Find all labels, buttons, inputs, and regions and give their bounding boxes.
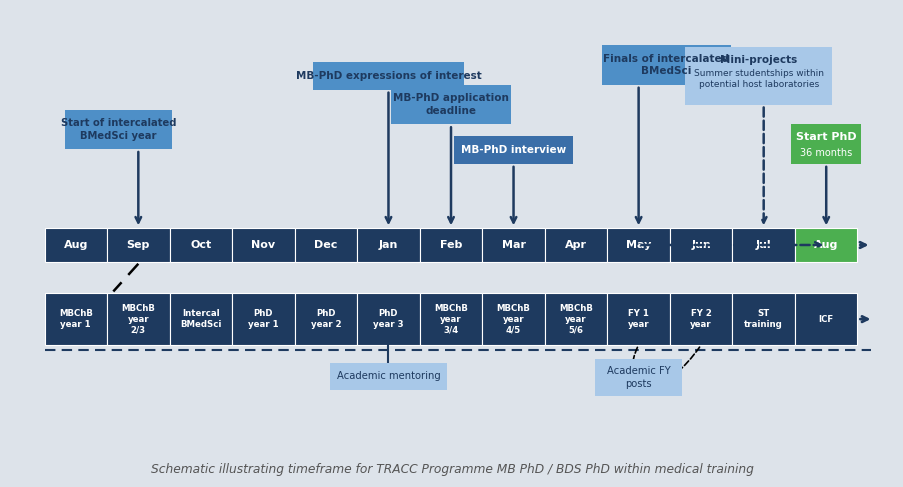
Bar: [594, 358, 682, 396]
Text: PhD
year 1: PhD year 1: [247, 309, 278, 329]
Bar: [545, 294, 607, 345]
Bar: [601, 45, 731, 85]
Text: Oct: Oct: [190, 240, 211, 250]
Text: Academic FY
posts: Academic FY posts: [606, 366, 670, 389]
Bar: [44, 294, 107, 345]
Bar: [330, 363, 447, 390]
Bar: [357, 228, 419, 262]
Text: Academic mentoring: Academic mentoring: [336, 372, 440, 381]
Text: MBChB
year
5/6: MBChB year 5/6: [559, 304, 592, 335]
Bar: [294, 228, 357, 262]
Bar: [294, 294, 357, 345]
Text: Nov: Nov: [251, 240, 275, 250]
Text: Jun: Jun: [691, 240, 711, 250]
Bar: [794, 294, 857, 345]
Bar: [731, 228, 794, 262]
Bar: [65, 110, 172, 149]
Text: Sep: Sep: [126, 240, 150, 250]
Bar: [107, 228, 170, 262]
Bar: [790, 124, 860, 164]
Text: PhD
year 2: PhD year 2: [311, 309, 340, 329]
Text: 36 months: 36 months: [799, 148, 852, 158]
Bar: [419, 294, 481, 345]
Bar: [669, 228, 731, 262]
Text: PhD
year 3: PhD year 3: [373, 309, 404, 329]
Bar: [481, 228, 545, 262]
Text: Dec: Dec: [314, 240, 337, 250]
Text: MBChB
year 1: MBChB year 1: [59, 309, 93, 329]
Text: MB-PhD application
deadline: MB-PhD application deadline: [393, 94, 508, 116]
Text: Summer studentships within
potential host laboratories: Summer studentships within potential hos…: [693, 69, 823, 90]
Bar: [312, 62, 463, 90]
Bar: [391, 85, 510, 124]
Bar: [481, 294, 545, 345]
Text: Mar: Mar: [501, 240, 525, 250]
Text: May: May: [625, 240, 650, 250]
Text: Start PhD: Start PhD: [795, 132, 855, 142]
Bar: [44, 228, 107, 262]
Text: Finals of intercalated
BMedSci: Finals of intercalated BMedSci: [602, 54, 729, 76]
Text: Apr: Apr: [564, 240, 586, 250]
Bar: [170, 294, 232, 345]
Text: Jan: Jan: [378, 240, 397, 250]
Text: Start of intercalated
BMedSci year: Start of intercalated BMedSci year: [61, 118, 176, 141]
Bar: [453, 136, 573, 164]
Bar: [419, 228, 481, 262]
Text: Aug: Aug: [63, 240, 88, 250]
Bar: [545, 228, 607, 262]
Bar: [669, 294, 731, 345]
Text: Intercal
BMedSci: Intercal BMedSci: [180, 309, 221, 329]
Text: Schematic illustrating timeframe for TRACC Programme MB PhD / BDS PhD within med: Schematic illustrating timeframe for TRA…: [151, 463, 752, 476]
Text: Jul: Jul: [755, 240, 770, 250]
Text: Aug: Aug: [813, 240, 837, 250]
Text: MBChB
year
2/3: MBChB year 2/3: [121, 304, 155, 335]
Text: FY 2
year: FY 2 year: [690, 309, 712, 329]
Text: ST
training: ST training: [743, 309, 782, 329]
Bar: [607, 294, 669, 345]
Bar: [357, 294, 419, 345]
Text: Mini-projects: Mini-projects: [720, 55, 796, 65]
Text: ICF: ICF: [818, 315, 833, 324]
Text: MBChB
year
4/5: MBChB year 4/5: [496, 304, 530, 335]
Bar: [107, 294, 170, 345]
Bar: [794, 228, 857, 262]
Bar: [607, 228, 669, 262]
Bar: [170, 228, 232, 262]
Text: FY 1
year: FY 1 year: [627, 309, 648, 329]
Text: Feb: Feb: [440, 240, 461, 250]
Bar: [232, 228, 294, 262]
Text: MB-PhD interview: MB-PhD interview: [461, 145, 565, 155]
Text: MBChB
year
3/4: MBChB year 3/4: [433, 304, 468, 335]
Text: MB-PhD expressions of interest: MB-PhD expressions of interest: [295, 71, 480, 81]
Bar: [731, 294, 794, 345]
Bar: [232, 294, 294, 345]
Bar: [684, 47, 832, 105]
